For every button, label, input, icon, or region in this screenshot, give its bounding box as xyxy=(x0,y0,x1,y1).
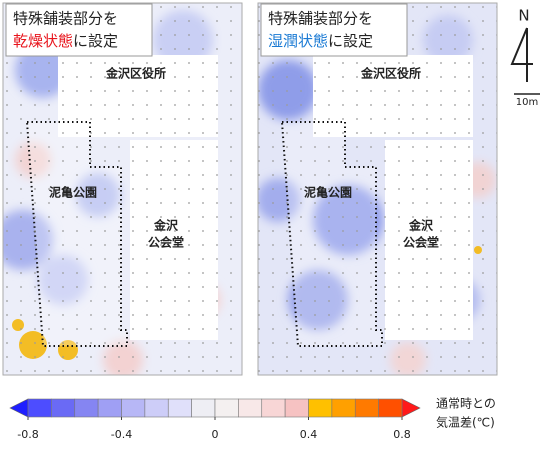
colorbar-cell xyxy=(144,398,169,418)
colorbar-cell xyxy=(308,398,333,418)
north-arrow xyxy=(510,27,533,82)
scale-label: 10m xyxy=(516,97,538,108)
colorbar-cell xyxy=(331,398,356,418)
colorbar-cell xyxy=(97,398,122,418)
colorbar-tick-label: 0.8 xyxy=(393,428,411,441)
title-highlight: 湿潤状態 xyxy=(268,32,328,50)
title-line-1: 特殊舗装部分を xyxy=(268,10,373,28)
grid-dots xyxy=(258,3,497,375)
title-suffix: に設定 xyxy=(73,32,118,50)
building-label: 金沢 xyxy=(408,218,434,233)
title-line-1: 特殊舗装部分を xyxy=(13,10,118,28)
colorbar-title: 気温差(℃) xyxy=(436,415,495,430)
title-highlight: 乾燥状態 xyxy=(13,32,73,50)
park-label: 泥亀公園 xyxy=(49,185,97,200)
building-label: 金沢区役所 xyxy=(360,66,421,81)
building-label: 公会堂 xyxy=(148,235,184,250)
colorbar-cell xyxy=(261,398,286,418)
colorbar-cell xyxy=(51,398,76,418)
park-label: 泥亀公園 xyxy=(304,185,352,200)
colorbar-cell xyxy=(191,398,216,418)
panel-frame xyxy=(257,2,498,376)
colorbar-cell xyxy=(121,398,146,418)
colorbar-cell xyxy=(27,398,52,418)
colorbar-cell xyxy=(378,398,403,418)
title-box xyxy=(5,3,153,57)
colorbar-cell xyxy=(214,398,239,418)
grid-dots xyxy=(3,3,242,375)
panel-frame xyxy=(2,2,243,376)
colorbar-title: 通常時との xyxy=(436,397,496,411)
title-box xyxy=(260,3,408,57)
building-label: 公会堂 xyxy=(403,235,439,250)
colorbar-tick-label: -0.4 xyxy=(111,428,132,441)
colorbar-under xyxy=(9,398,29,418)
colorbar-cell xyxy=(167,398,192,418)
map-panel xyxy=(258,3,497,375)
colorbar-tick-label: 0.4 xyxy=(300,428,318,441)
building-label: 金沢 xyxy=(153,218,179,233)
title-line-2: 乾燥状態に設定 xyxy=(13,32,118,50)
colorbar-cell xyxy=(284,398,309,418)
title-suffix: に設定 xyxy=(328,32,373,50)
title-line-2: 湿潤状態に設定 xyxy=(268,32,373,50)
colorbar-cell xyxy=(238,398,263,418)
colorbar-over xyxy=(401,398,421,418)
map-panel xyxy=(3,3,242,375)
colorbar-tick-label: 0 xyxy=(212,428,219,441)
colorbar-cell xyxy=(354,398,379,418)
colorbar-tick-label: -0.8 xyxy=(17,428,38,441)
building-label: 金沢区役所 xyxy=(105,66,166,81)
north-label: N xyxy=(518,7,529,25)
colorbar-cell xyxy=(74,398,99,418)
